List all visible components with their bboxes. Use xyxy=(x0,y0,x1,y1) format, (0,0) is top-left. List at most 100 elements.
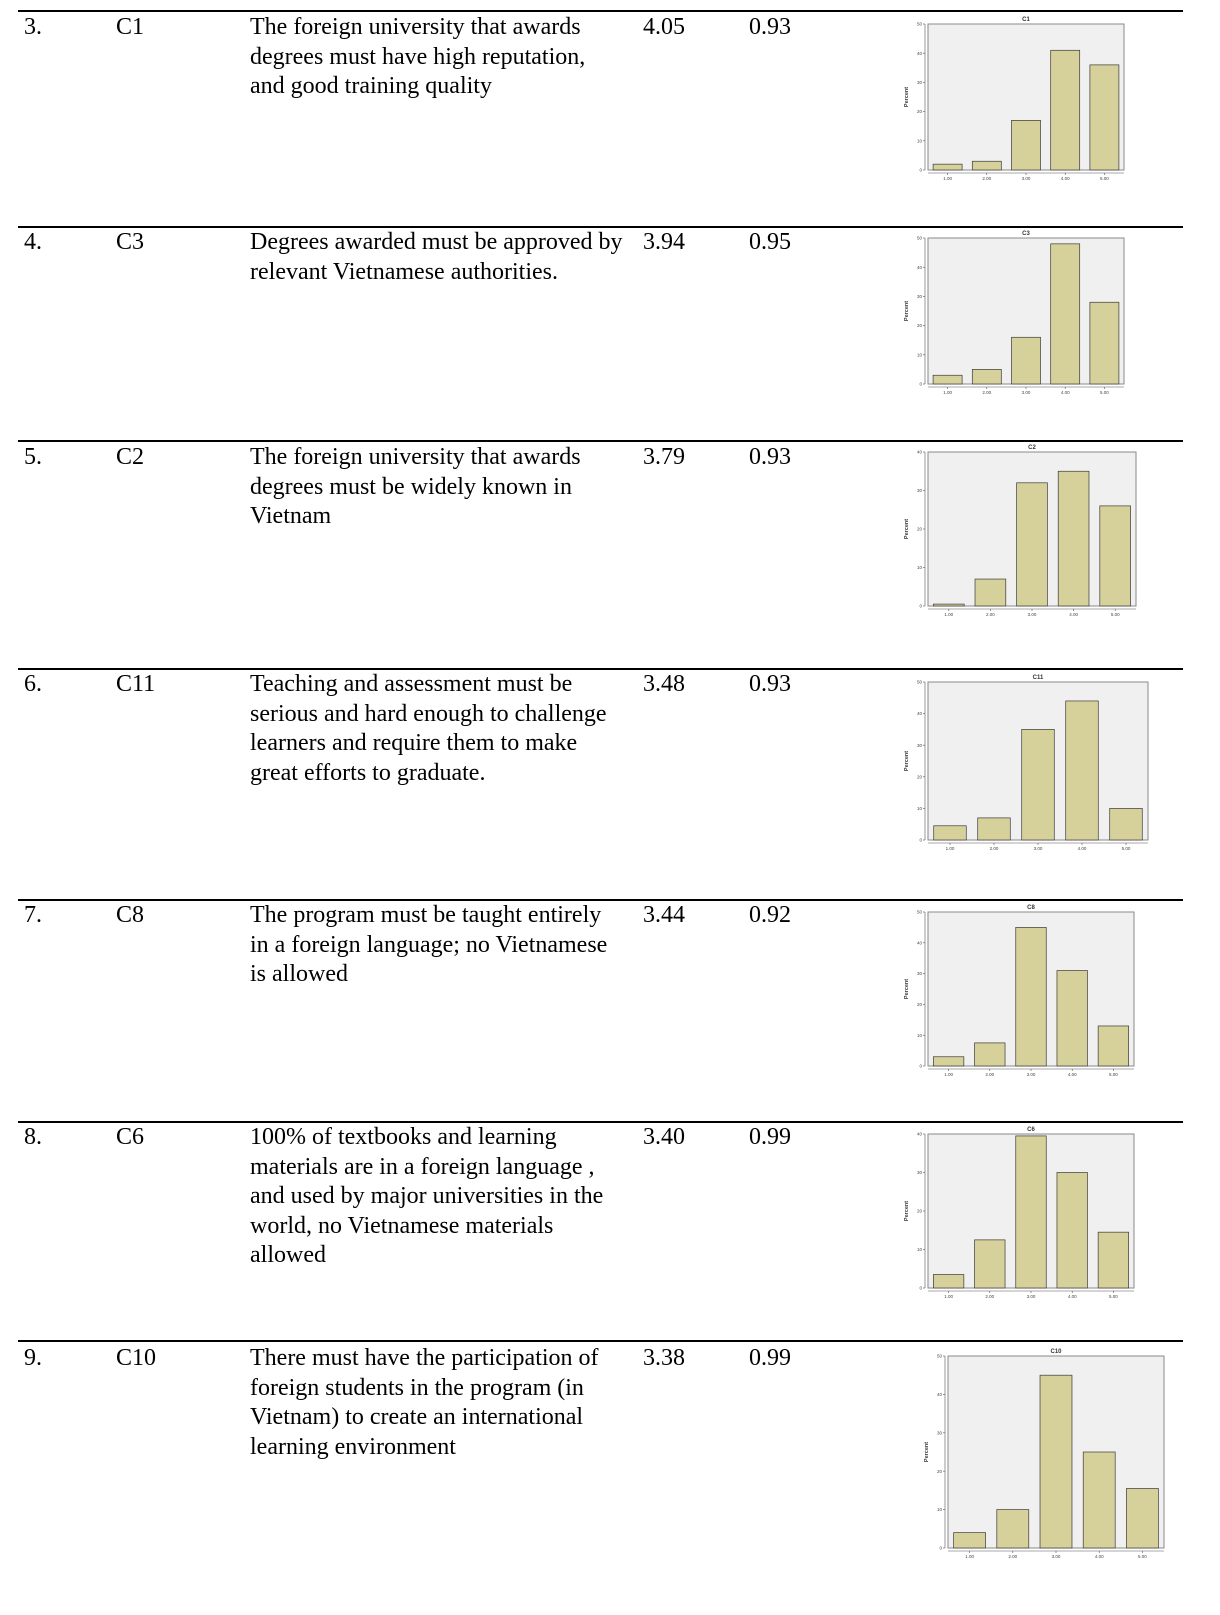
item-statement: Degrees awarded must be approved by rele… xyxy=(250,229,623,285)
y-tick-label: 0 xyxy=(919,168,922,173)
y-tick-label: 30 xyxy=(917,488,923,493)
item-mean: 3.48 xyxy=(643,671,685,697)
y-tick-label: 10 xyxy=(917,806,923,811)
x-tick-label: 1.00 xyxy=(943,390,952,395)
histogram-chart: C1 0 10 20 30 40 50 Percent 1.00 2.00 3.00 4.00 5.00 xyxy=(898,14,1130,186)
y-tick-label: 10 xyxy=(917,138,923,143)
row-divider xyxy=(18,10,1183,12)
x-tick-label: 4.00 xyxy=(1095,1554,1104,1559)
y-tick-label: 20 xyxy=(917,527,923,532)
x-tick-label: 1.00 xyxy=(965,1554,974,1559)
table-row: 3. C1 The foreign university that awards… xyxy=(0,0,1220,214)
item-code: C3 xyxy=(116,229,145,255)
row-divider xyxy=(18,440,1183,442)
y-tick-label: 40 xyxy=(917,51,923,56)
chart-title: C2 xyxy=(1028,445,1036,451)
item-sd: 0.99 xyxy=(749,1124,791,1150)
row-number: 9. xyxy=(24,1345,42,1371)
x-tick-label: 5.00 xyxy=(1138,1554,1147,1559)
x-tick-label: 5.00 xyxy=(1109,1294,1118,1299)
x-tick-label: 5.00 xyxy=(1109,1072,1118,1077)
histogram-svg: C10 0 10 20 30 40 50 Percent 1.00 2.00 3.00 4.00 5.0… xyxy=(924,1349,1165,1559)
histogram-bar xyxy=(1057,470,1090,607)
x-tick-label: 2.00 xyxy=(990,846,999,851)
x-tick-label: 4.00 xyxy=(1061,176,1070,181)
histogram-bar xyxy=(1039,1374,1073,1549)
y-tick-label: 0 xyxy=(919,1064,922,1069)
item-statement: Teaching and assessment must be serious … xyxy=(250,671,607,786)
x-tick-label: 2.00 xyxy=(982,176,991,181)
x-tick-label: 3.00 xyxy=(1028,612,1037,617)
item-code: C11 xyxy=(116,671,156,697)
table-row: 4. C3 Degrees awarded must be approved b… xyxy=(0,214,1220,428)
y-axis-label: Percent xyxy=(904,519,910,539)
histogram-bar xyxy=(933,603,965,607)
y-tick-label: 20 xyxy=(917,109,923,114)
table-row: 7. C8 The program must be taught entirel… xyxy=(0,896,1220,1118)
x-tick-label: 5.00 xyxy=(1100,176,1109,181)
x-tick-label: 2.00 xyxy=(985,1072,994,1077)
histogram-svg: C11 0 10 20 30 40 50 Percent 1.00 2.00 3.00 4.00 5.0… xyxy=(904,675,1149,851)
row-divider xyxy=(18,899,1183,901)
y-tick-label: 10 xyxy=(917,1033,923,1038)
y-tick-label: 10 xyxy=(917,1247,923,1252)
x-tick-label: 3.00 xyxy=(1022,176,1031,181)
row-divider xyxy=(18,1340,1183,1342)
item-sd: 0.95 xyxy=(749,229,791,255)
y-tick-label: 40 xyxy=(917,940,923,945)
item-statement: The foreign university that awards degre… xyxy=(250,444,581,530)
item-code: C6 xyxy=(116,1124,145,1150)
y-axis-label: Percent xyxy=(904,301,910,321)
histogram-bar xyxy=(1082,1451,1116,1549)
y-tick-label: 50 xyxy=(917,680,923,685)
row-divider xyxy=(18,668,1183,670)
item-statement: 100% of textbooks and learning materials… xyxy=(250,1124,604,1269)
x-tick-label: 1.00 xyxy=(943,176,952,181)
histogram-bar xyxy=(1099,505,1131,607)
y-tick-label: 30 xyxy=(917,743,923,748)
y-tick-label: 0 xyxy=(919,1286,922,1291)
x-tick-label: 1.00 xyxy=(946,846,955,851)
histogram-svg: C6 0 10 20 30 40 Percent 1.00 2.00 3.00 4.00 5.00 xyxy=(904,1127,1135,1299)
histogram-bar xyxy=(1056,970,1088,1067)
histogram-bar xyxy=(953,1532,986,1549)
row-divider xyxy=(18,226,1183,228)
x-tick-label: 5.00 xyxy=(1100,390,1109,395)
chart-title: C3 xyxy=(1022,231,1030,237)
histogram-bar xyxy=(977,817,1011,841)
y-tick-label: 20 xyxy=(917,774,923,779)
y-tick-label: 0 xyxy=(919,382,922,387)
histogram-bar xyxy=(933,825,967,841)
histogram-bar xyxy=(1016,482,1048,607)
histogram-svg: C3 0 10 20 30 40 50 Percent 1.00 2.00 3.00 4.00 5.00 xyxy=(904,231,1125,395)
item-statement: The foreign university that awards degre… xyxy=(250,14,586,100)
histogram-chart: C6 0 10 20 30 40 Percent 1.00 2.00 3.00 4.00 5.00 xyxy=(898,1124,1140,1304)
y-tick-label: 50 xyxy=(917,910,923,915)
histogram-bar xyxy=(1109,808,1143,841)
histogram-bar xyxy=(1011,336,1041,385)
row-number: 7. xyxy=(24,902,42,928)
x-tick-label: 2.00 xyxy=(982,390,991,395)
histogram-chart: C3 0 10 20 30 40 50 Percent 1.00 2.00 3.00 4.00 5.00 xyxy=(898,228,1130,400)
histogram-bar xyxy=(1015,1135,1047,1289)
y-tick-label: 50 xyxy=(917,22,923,27)
y-tick-label: 10 xyxy=(917,352,923,357)
y-tick-label: 20 xyxy=(917,1002,923,1007)
y-tick-label: 50 xyxy=(937,1354,943,1359)
table-row: 8. C6 100% of textbooks and learning mat… xyxy=(0,1118,1220,1340)
histogram-bar xyxy=(974,578,1007,607)
histogram-bar xyxy=(932,163,963,171)
histogram-svg: C1 0 10 20 30 40 50 Percent 1.00 2.00 3.00 4.00 5.00 xyxy=(904,17,1125,181)
item-mean: 3.44 xyxy=(643,902,685,928)
x-tick-label: 3.00 xyxy=(1027,1072,1036,1077)
item-mean: 3.40 xyxy=(643,1124,685,1150)
histogram-chart: C11 0 10 20 30 40 50 Percent 1.00 2.00 3.00 4.00 5.0… xyxy=(898,672,1154,856)
y-tick-label: 40 xyxy=(917,265,923,270)
x-tick-label: 2.00 xyxy=(986,612,995,617)
chart-title: C1 xyxy=(1022,17,1030,23)
y-tick-label: 0 xyxy=(919,604,922,609)
histogram-bar xyxy=(1097,1025,1129,1067)
row-number: 8. xyxy=(24,1124,42,1150)
x-tick-label: 2.00 xyxy=(1008,1554,1017,1559)
item-statement: The program must be taught entirely in a… xyxy=(250,902,608,988)
